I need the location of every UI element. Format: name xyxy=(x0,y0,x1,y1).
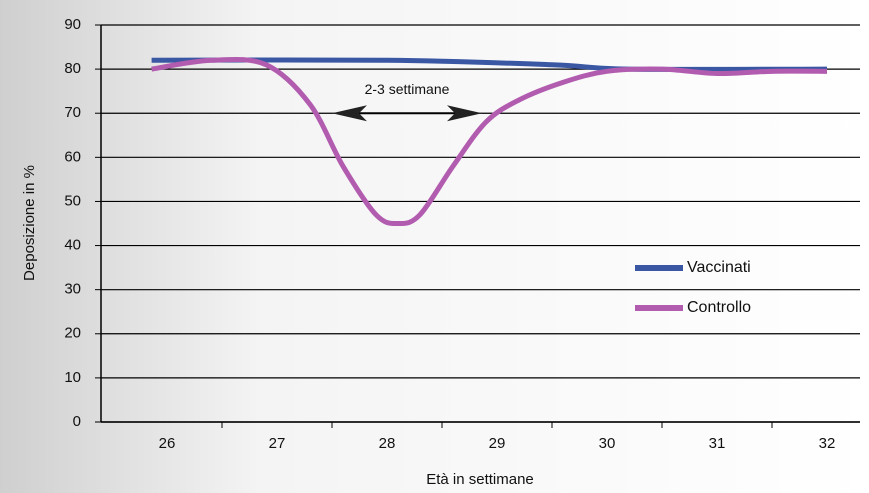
y-axis-label: Deposizione in % xyxy=(21,165,38,281)
y-tick-label: 60 xyxy=(64,148,81,165)
x-tick-label: 30 xyxy=(599,435,616,452)
x-axis-label: Età in settimane xyxy=(426,471,534,488)
annotation: 2-3 settimane xyxy=(365,81,450,97)
x-tick-label: 28 xyxy=(379,435,396,452)
legend-label: Controllo xyxy=(687,299,751,316)
y-tick-label: 0 xyxy=(73,413,81,430)
x-tick-label: 31 xyxy=(709,435,726,452)
legend-label: Vaccinati xyxy=(687,259,751,276)
x-tick-label: 27 xyxy=(269,435,286,452)
y-tick-label: 90 xyxy=(64,16,81,33)
x-tick-label: 26 xyxy=(159,435,176,452)
y-tick-label: 10 xyxy=(64,369,81,386)
x-tick-label: 29 xyxy=(489,435,506,452)
y-tick-label: 80 xyxy=(64,60,81,77)
y-tick-label: 40 xyxy=(64,237,81,254)
y-tick-label: 50 xyxy=(64,192,81,209)
y-tick-label: 30 xyxy=(64,281,81,298)
y-tick-label: 20 xyxy=(64,325,81,342)
chart: Deposizione in % Età in settimane 0 10 20 3… xyxy=(0,0,869,493)
y-tick-label: 70 xyxy=(64,104,81,121)
x-tick-label: 32 xyxy=(819,435,836,452)
